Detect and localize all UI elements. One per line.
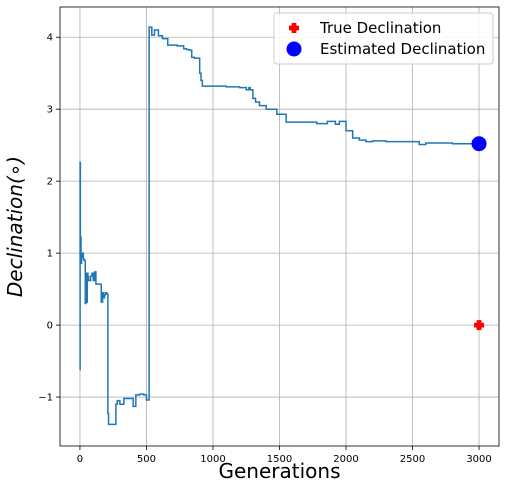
x-axis: 0 500 1000 1500 2000 2500 3000 (77, 446, 492, 465)
x-tick-label: 500 (137, 454, 156, 465)
legend-marker-estimated-declination (286, 41, 302, 57)
y-axis: −1 0 1 2 3 4 (38, 33, 60, 404)
declination-trace-line (79, 26, 480, 426)
x-tick-label: 0 (77, 454, 83, 465)
y-axis-label: Declination(∘) (3, 156, 27, 297)
plot-area (79, 26, 487, 426)
legend-entry-estimated-declination: Estimated Declination (286, 40, 485, 58)
legend-label-estimated-declination: Estimated Declination (320, 40, 485, 58)
x-tick-label: 1500 (267, 454, 292, 465)
estimated-declination-point (471, 136, 487, 152)
x-tick-label: 1000 (200, 454, 225, 465)
y-tick-label: −1 (38, 393, 53, 404)
x-axis-label: Generations (219, 459, 341, 483)
y-tick-label: 0 (47, 321, 53, 332)
x-tick-label: 3000 (466, 454, 491, 465)
x-tick-label: 2000 (333, 454, 358, 465)
y-tick-label: 2 (47, 177, 53, 188)
y-tick-label: 3 (47, 105, 53, 116)
x-tick-label: 2500 (400, 454, 425, 465)
legend-entry-true-declination: True Declination (289, 19, 441, 37)
legend: True Declination Estimated Declination (273, 12, 494, 65)
legend-label-true-declination: True Declination (319, 19, 441, 37)
legend-marker-true-declination (289, 23, 299, 33)
true-declination-point (474, 320, 485, 331)
legend-box (273, 12, 494, 65)
y-tick-label: 4 (47, 33, 53, 44)
y-tick-label: 1 (47, 249, 53, 260)
